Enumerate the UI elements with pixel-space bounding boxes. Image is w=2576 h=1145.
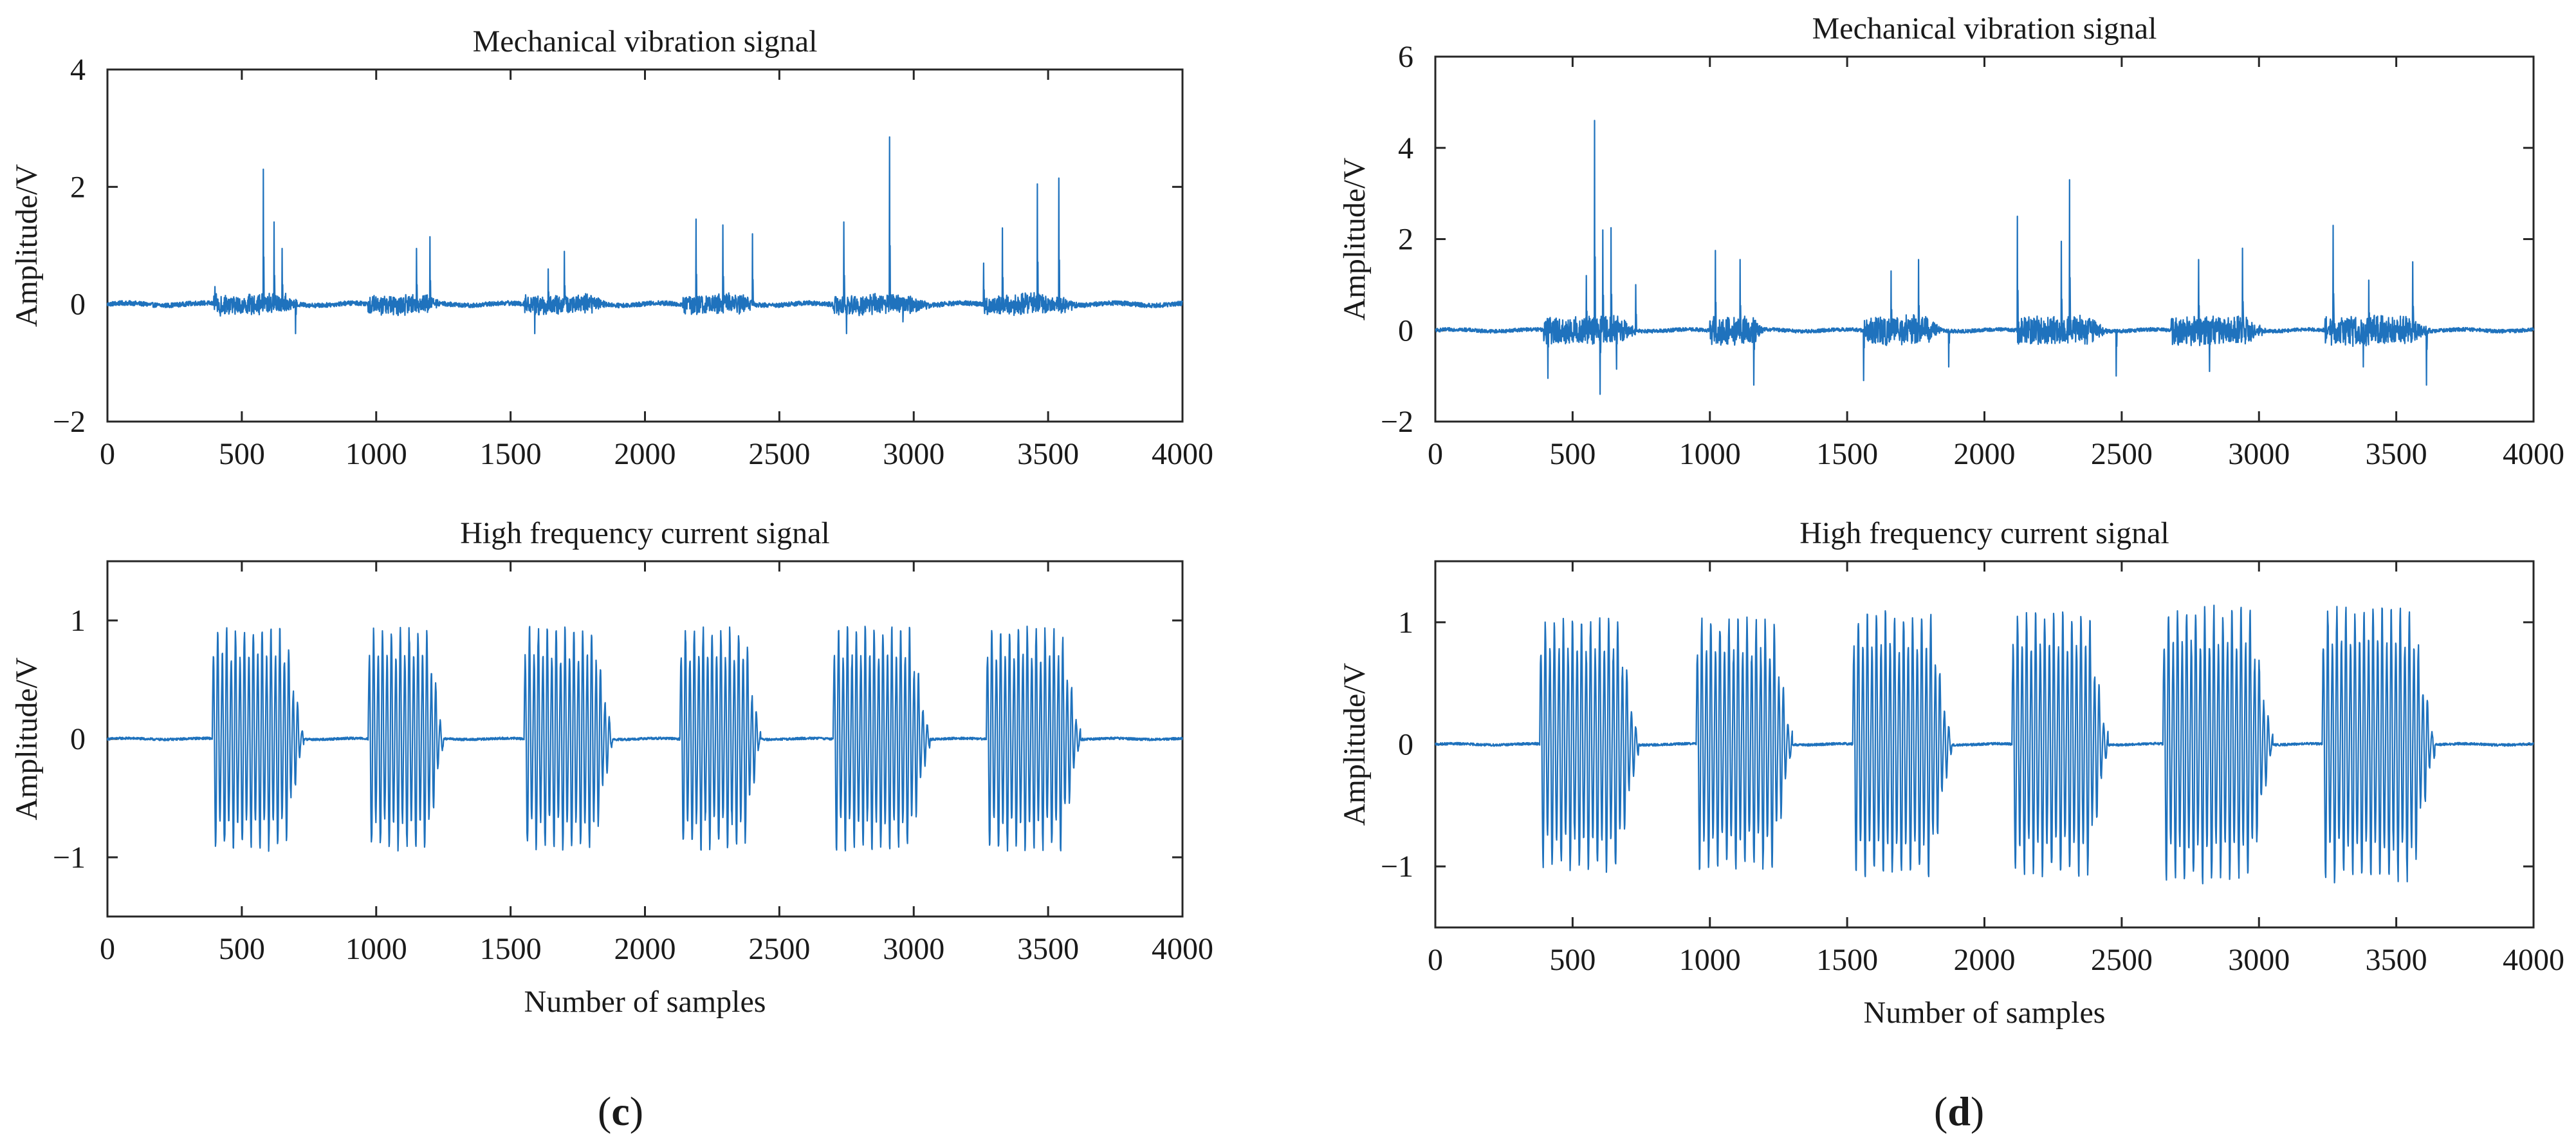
y-tick-label: 0	[1398, 728, 1413, 762]
y-tick-label: 0	[70, 288, 86, 322]
y-tick-label: 4	[1398, 131, 1413, 165]
y-tick-label: −2	[1381, 405, 1413, 439]
chart-title: High frequency current signal	[460, 516, 829, 550]
y-axis-label: Amplitude/V	[10, 164, 44, 328]
y-tick-label: 0	[1398, 313, 1413, 348]
chart-title: Mechanical vibration signal	[473, 24, 818, 59]
x-tick-label: 2000	[1954, 943, 2016, 977]
y-tick-label: 2	[70, 170, 86, 204]
x-tick-label: 2500	[2091, 943, 2153, 977]
y-tick-label: 4	[70, 53, 86, 87]
x-tick-label: 3000	[2228, 943, 2290, 977]
x-tick-label: 1500	[1816, 943, 1878, 977]
y-tick-label: −1	[53, 841, 86, 875]
x-tick-label: 3500	[2366, 943, 2427, 977]
y-tick-label: 6	[1398, 40, 1413, 74]
x-tick-label: 3000	[2228, 437, 2290, 471]
x-tick-label: 3000	[883, 437, 944, 471]
panel-label-d: (d)	[1934, 1088, 1985, 1134]
y-tick-label: −1	[1381, 850, 1413, 884]
x-tick-label: 4000	[2503, 943, 2564, 977]
series-line-vibration	[106, 136, 1183, 335]
series-line-current	[106, 626, 1184, 852]
y-axis-label: Amplitude/V	[1338, 158, 1372, 321]
x-tick-label: 2500	[2091, 437, 2153, 471]
x-axis-label: Number of samples	[524, 985, 766, 1019]
y-tick-label: −2	[53, 405, 86, 439]
y-tick-label: 0	[70, 722, 86, 756]
x-tick-label: 1500	[1816, 437, 1878, 471]
series-line-current	[1435, 604, 2534, 885]
x-tick-label: 3500	[2366, 437, 2427, 471]
x-tick-label: 2500	[748, 437, 810, 471]
series-line-vibration	[1435, 120, 2535, 395]
x-tick-label: 0	[100, 437, 115, 471]
y-tick-label: 1	[1398, 606, 1413, 640]
x-tick-label: 0	[100, 932, 115, 966]
chart-top-left: 0 500 1000 1500 2000 2500 3000 3500 4000 −2 0 2 4 Mec…	[10, 24, 1213, 471]
x-tick-label: 1500	[480, 437, 542, 471]
x-tick-label: 3500	[1017, 932, 1079, 966]
panel-label-d-letter: d	[1947, 1088, 1971, 1134]
x-tick-label: 2000	[614, 932, 676, 966]
x-tick-label: 500	[1549, 943, 1596, 977]
x-tick-label: 3000	[883, 932, 944, 966]
x-axis-label: Number of samples	[1864, 996, 2106, 1030]
panel-label-c-letter: c	[611, 1088, 630, 1134]
x-tick-label: 4000	[2503, 437, 2564, 471]
panel-label-c: (c)	[598, 1088, 644, 1134]
x-tick-label: 3500	[1017, 437, 1079, 471]
x-tick-label: 2000	[614, 437, 676, 471]
x-tick-label: 0	[1428, 437, 1443, 471]
y-axis-label: Amplitude/V	[10, 657, 44, 821]
y-tick-label: 2	[1398, 223, 1413, 257]
chart-title: Mechanical vibration signal	[1812, 12, 2157, 46]
x-tick-label: 1500	[480, 932, 542, 966]
x-tick-label: 4000	[1152, 437, 1213, 471]
chart-bottom-right: 0 500 1000 1500 2000 2500 3000 3500 4000 −1 0 1 High…	[1338, 516, 2564, 1030]
x-tick-label: 1000	[345, 932, 407, 966]
x-tick-label: 4000	[1152, 932, 1213, 966]
y-tick-label: 1	[70, 604, 86, 638]
x-tick-label: 500	[219, 932, 265, 966]
x-tick-label: 500	[1549, 437, 1596, 471]
y-axis-label: Amplitude/V	[1338, 663, 1372, 826]
plot-frame	[106, 68, 1184, 423]
chart-bottom-left: 0 500 1000 1500 2000 2500 3000 3500 4000 −1 0 1 High…	[10, 516, 1213, 1019]
x-tick-label: 1000	[345, 437, 407, 471]
x-tick-label: 500	[219, 437, 265, 471]
x-tick-label: 1000	[1679, 437, 1741, 471]
x-tick-label: 1000	[1679, 943, 1741, 977]
chart-top-right: 0 500 1000 1500 2000 2500 3000 3500 4000 −2 0 2 4 6 Me…	[1338, 12, 2564, 471]
x-tick-label: 2500	[748, 932, 810, 966]
x-tick-label: 0	[1428, 943, 1443, 977]
x-tick-label: 2000	[1954, 437, 2016, 471]
chart-title: High frequency current signal	[1799, 516, 2169, 550]
